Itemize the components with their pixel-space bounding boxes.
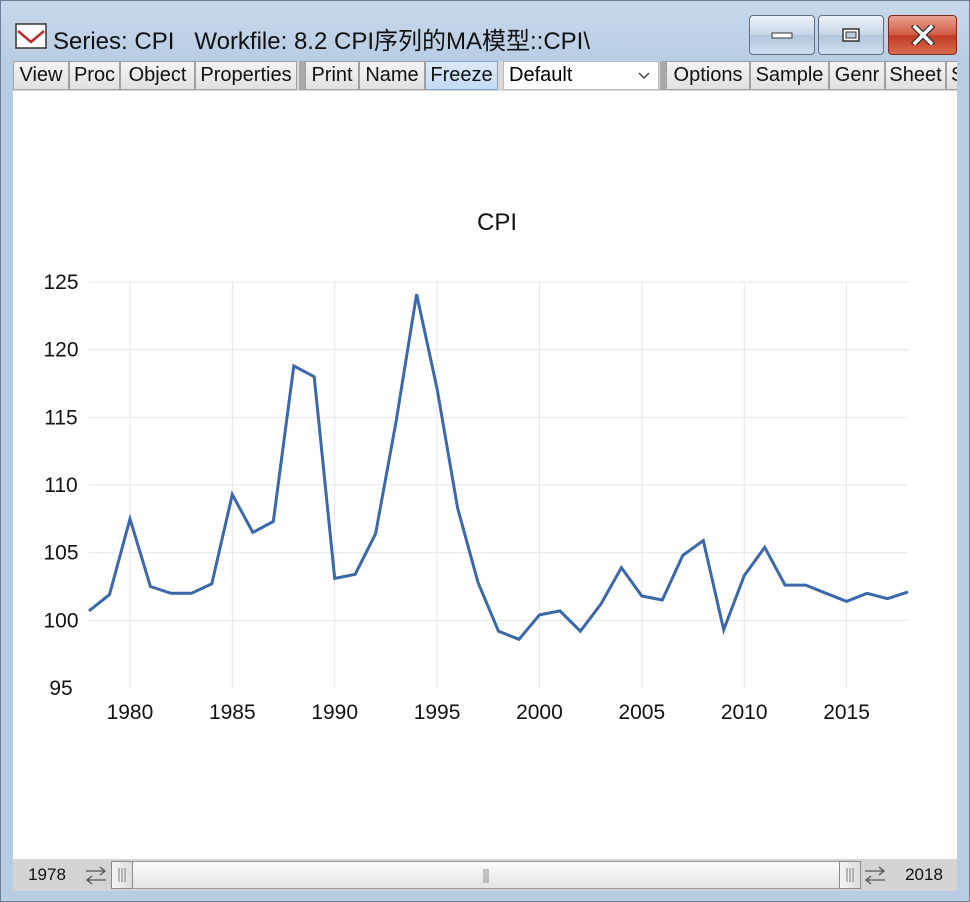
view-button[interactable]: View bbox=[13, 61, 69, 90]
cpi-line-chart: 95 100 105 110 115 120 125 1980 1985 1990 1995 200… bbox=[43, 209, 909, 724]
window-title: Series: CPI Workfile: 8.2 CPI序列的MA模型::CP… bbox=[53, 28, 590, 55]
y-tick-label: 120 bbox=[43, 339, 78, 362]
sample-end-label: 2018 bbox=[891, 859, 957, 891]
x-tick-label: 2010 bbox=[721, 701, 768, 724]
close-icon bbox=[910, 25, 935, 45]
end-thumb[interactable] bbox=[839, 861, 861, 889]
y-tick-label: 115 bbox=[44, 406, 77, 429]
eviews-series-icon bbox=[15, 23, 47, 49]
x-tick-label: 2000 bbox=[516, 701, 563, 724]
x-tick-label: 2015 bbox=[823, 701, 870, 724]
sample-button[interactable]: Sample bbox=[750, 61, 829, 90]
grip-icon bbox=[846, 868, 854, 882]
scroll-left-arrows-icon[interactable] bbox=[83, 861, 109, 889]
overflow-button[interactable]: S bbox=[946, 61, 957, 90]
sample-scrollbar[interactable]: 1978 2018 bbox=[13, 859, 957, 891]
x-tick-label: 1995 bbox=[414, 701, 461, 724]
object-button[interactable]: Object bbox=[120, 61, 195, 90]
sheet-button[interactable]: Sheet bbox=[885, 61, 946, 90]
maximize-button[interactable] bbox=[818, 15, 884, 55]
view-select-value: Default bbox=[509, 64, 573, 86]
graph-area: 95 100 105 110 115 120 125 1980 1985 1990 1995 200… bbox=[13, 91, 957, 859]
x-tick-label: 1985 bbox=[209, 701, 256, 724]
print-button[interactable]: Print bbox=[305, 61, 359, 90]
y-tick-label: 105 bbox=[43, 542, 78, 565]
chart-title: CPI bbox=[477, 209, 517, 236]
object-toolbar: View Proc Object Properties Print Name F… bbox=[13, 61, 957, 91]
scroll-right-arrows-icon[interactable] bbox=[862, 861, 888, 889]
x-tick-label: 1980 bbox=[107, 701, 154, 724]
chevron-down-icon bbox=[638, 72, 650, 80]
name-button[interactable]: Name bbox=[359, 61, 425, 90]
minimize-icon bbox=[771, 32, 793, 39]
y-tick-label: 125 bbox=[43, 271, 78, 294]
grip-icon bbox=[118, 868, 126, 882]
cpi-series-line bbox=[88, 293, 909, 642]
toolbar-divider bbox=[660, 61, 666, 90]
scrollbar-track[interactable] bbox=[111, 861, 861, 889]
x-tick-label: 2005 bbox=[618, 701, 665, 724]
sample-start-label: 1978 bbox=[13, 859, 81, 891]
proc-button[interactable]: Proc bbox=[69, 61, 120, 90]
start-thumb[interactable] bbox=[111, 861, 133, 889]
y-tick-label: 95 bbox=[49, 677, 72, 700]
properties-button[interactable]: Properties bbox=[195, 61, 297, 90]
minimize-button[interactable] bbox=[749, 15, 815, 55]
toolbar-divider bbox=[299, 61, 305, 90]
view-select-dropdown[interactable]: Default bbox=[503, 61, 659, 90]
close-button[interactable] bbox=[888, 15, 957, 55]
options-button[interactable]: Options bbox=[666, 61, 750, 90]
maximize-icon bbox=[842, 28, 860, 42]
y-tick-label: 100 bbox=[43, 609, 78, 632]
x-tick-label: 1990 bbox=[311, 701, 358, 724]
track-grip-icon bbox=[483, 869, 489, 883]
y-tick-label: 110 bbox=[44, 474, 77, 497]
freeze-button[interactable]: Freeze bbox=[425, 61, 498, 90]
genr-button[interactable]: Genr bbox=[829, 61, 885, 90]
title-bar[interactable]: Series: CPI Workfile: 8.2 CPI序列的MA模型::CP… bbox=[1, 1, 969, 61]
